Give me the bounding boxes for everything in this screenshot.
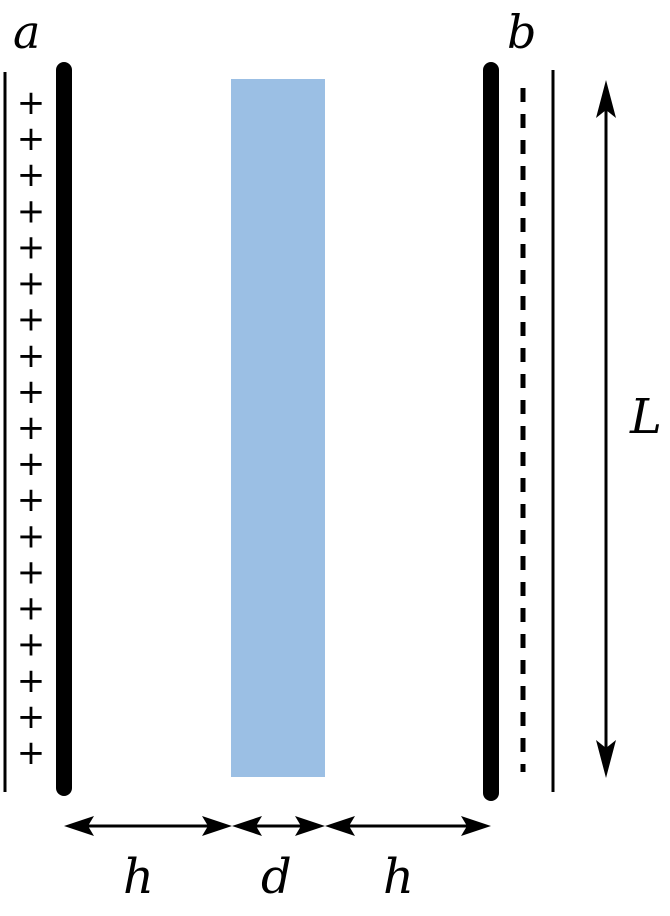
- plus-charge: +: [17, 191, 46, 231]
- length-arrow-bottom-head: [596, 740, 616, 778]
- gap-left-label: h: [123, 849, 154, 905]
- gap-right-label: h: [383, 849, 414, 905]
- positive-charges: +++++++++++++++++++: [17, 83, 46, 773]
- thickness-label: d: [261, 849, 292, 905]
- dimension-arrows: [64, 816, 491, 836]
- plus-charge: +: [17, 661, 46, 701]
- plate-a-label: a: [13, 5, 40, 59]
- plus-charge: +: [17, 119, 46, 159]
- plus-charge: +: [17, 697, 46, 737]
- plus-charge: +: [17, 83, 46, 123]
- plus-charge: +: [17, 336, 46, 376]
- plus-charge: +: [17, 408, 46, 448]
- plus-charge: +: [17, 552, 46, 592]
- dielectric-slab: [231, 79, 325, 777]
- length-label: L: [629, 389, 662, 445]
- plus-charge: +: [17, 733, 46, 773]
- plus-charge: +: [17, 516, 46, 556]
- length-arrow-top-head: [596, 80, 616, 118]
- plus-charge: +: [17, 444, 46, 484]
- plate-b-label: b: [507, 5, 536, 59]
- plus-charge: +: [17, 300, 46, 340]
- plus-charge: +: [17, 589, 46, 629]
- plus-charge: +: [17, 264, 46, 304]
- plus-charge: +: [17, 625, 46, 665]
- plus-charge: +: [17, 480, 46, 520]
- plus-charge: +: [17, 372, 46, 412]
- plus-charge: +: [17, 155, 46, 195]
- plus-charge: +: [17, 227, 46, 267]
